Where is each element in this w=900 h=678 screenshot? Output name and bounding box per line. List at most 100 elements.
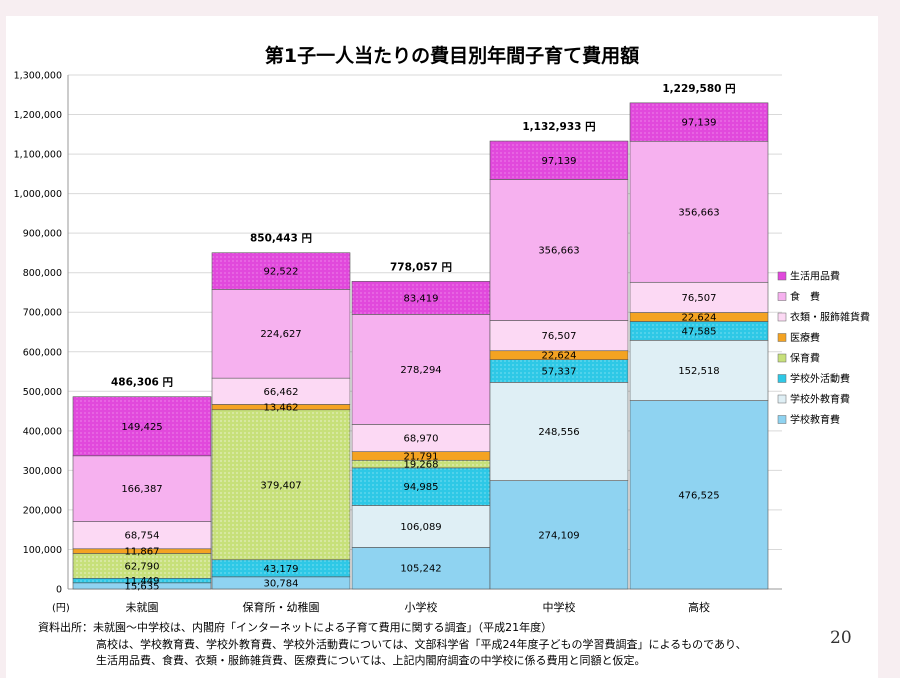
data-label: 166,387 xyxy=(121,484,162,495)
data-label: 21,791 xyxy=(404,451,439,462)
bar-segment xyxy=(489,140,629,180)
y-tick-label: 200,000 xyxy=(23,505,62,516)
total-label: 1,132,933 円 xyxy=(522,121,595,133)
source-note-line-2: 高校は、学校教育費、学校外教育費、学校外活動費については、文部科学省「平成24年… xyxy=(96,638,747,651)
data-label: 224,627 xyxy=(260,329,301,340)
legend-label: 学校外教育費 xyxy=(790,393,850,406)
legend-swatch xyxy=(777,415,787,424)
bar-segment xyxy=(351,505,491,548)
bar-segment xyxy=(489,179,629,321)
y-tick-label: 300,000 xyxy=(23,466,62,477)
data-label: 66,462 xyxy=(264,387,299,398)
legend-swatch xyxy=(777,374,787,383)
bar-segment xyxy=(351,547,491,590)
bar-segment xyxy=(211,289,351,379)
stacked-bar-chart: 第1子一人当たりの費目別年間子育て費用額 0 100,000 200,000 300,… xyxy=(14,44,870,614)
data-label: 15,635 xyxy=(125,581,160,592)
data-label: 76,507 xyxy=(542,331,577,342)
data-label: 92,522 xyxy=(264,267,299,278)
y-tick-label: 1,200,000 xyxy=(14,110,62,121)
legend-label: 衣類・服飾雑貨費 xyxy=(790,311,870,324)
legend-label: 保育費 xyxy=(790,352,820,365)
legend-label: 医療費 xyxy=(790,331,820,344)
legend-swatch xyxy=(777,292,787,301)
bar-segment xyxy=(629,140,769,283)
data-label: 22,624 xyxy=(682,312,717,323)
data-label: 68,970 xyxy=(404,434,439,445)
total-label: 850,443 円 xyxy=(250,233,312,245)
data-label: 274,109 xyxy=(538,530,579,541)
data-label: 47,585 xyxy=(682,326,717,337)
bar-segment xyxy=(489,320,629,352)
data-label: 476,525 xyxy=(678,490,719,501)
total-label: 778,057 円 xyxy=(390,261,452,273)
data-label: 83,419 xyxy=(404,293,439,304)
page-number: 20 xyxy=(830,628,852,648)
y-tick-label: 500,000 xyxy=(23,387,62,398)
data-label: 13,462 xyxy=(264,403,299,414)
category-label: 中学校 xyxy=(543,600,576,614)
data-label: 152,518 xyxy=(678,366,719,377)
data-label: 30,784 xyxy=(264,578,299,589)
data-label: 22,624 xyxy=(542,351,577,362)
data-label: 106,089 xyxy=(400,522,441,533)
data-label: 379,407 xyxy=(260,480,301,491)
category-label: 小学校 xyxy=(405,600,438,614)
legend-label: 生活用品費 xyxy=(790,270,840,283)
bar-segment xyxy=(489,382,629,481)
legend-swatch xyxy=(777,394,787,404)
data-label: 57,337 xyxy=(542,367,577,378)
data-label: 68,754 xyxy=(125,531,160,542)
data-label: 19,268 xyxy=(404,460,439,471)
bar-segment xyxy=(351,281,491,315)
y-tick-label: 800,000 xyxy=(23,268,62,279)
legend-swatch xyxy=(777,312,787,322)
bar-segment xyxy=(351,424,491,452)
data-label: 11,867 xyxy=(125,547,160,558)
legend-swatch xyxy=(777,333,787,342)
y-tick-label: 0 xyxy=(56,585,62,596)
data-label: 11,449 xyxy=(125,576,160,587)
y-tick-label: 900,000 xyxy=(23,229,62,240)
category-label: 高校 xyxy=(688,600,710,614)
data-label: 105,242 xyxy=(400,564,441,575)
y-tick-label: 100,000 xyxy=(23,545,62,556)
category-label: 未就園 xyxy=(126,600,159,614)
data-label: 43,179 xyxy=(264,564,299,575)
bar-segment xyxy=(489,480,629,590)
bar-segment xyxy=(211,252,351,290)
y-tick-label: 1,000,000 xyxy=(14,189,62,200)
bar-segment xyxy=(629,102,769,142)
source-note-line-1: 資料出所：未就園～中学校は、内閣府「インターネットによる子育て費用に関する調査」… xyxy=(38,621,553,634)
bar-segment xyxy=(629,400,769,590)
data-label: 278,294 xyxy=(400,365,441,376)
y-tick-label: 700,000 xyxy=(23,308,62,319)
data-label: 94,985 xyxy=(404,482,439,493)
data-label: 97,139 xyxy=(542,156,577,167)
legend-swatch xyxy=(777,271,787,281)
legend-label: 学校教育費 xyxy=(790,413,840,426)
bar-segment xyxy=(72,396,212,457)
data-label: 62,790 xyxy=(125,561,160,572)
bar-segment xyxy=(629,281,769,313)
bar-segment xyxy=(211,409,351,561)
bars xyxy=(72,102,769,590)
legend-swatch xyxy=(777,353,787,363)
category-label: 保育所・幼稚園 xyxy=(243,600,320,614)
y-tick-label: 600,000 xyxy=(23,347,62,358)
legend-label: 食 費 xyxy=(790,290,820,303)
total-label: 1,229,580 円 xyxy=(662,83,735,95)
legend-label: 学校外活動費 xyxy=(790,372,850,385)
total-label: 486,306 円 xyxy=(111,377,173,389)
chart-title: 第1子一人当たりの費目別年間子育て費用額 xyxy=(265,44,639,67)
source-note-line-3: 生活用品費、食費、衣類・服飾雑貨費、医療費については、上記内閣府調査の中学校に係… xyxy=(96,654,646,667)
data-label: 248,556 xyxy=(538,427,579,438)
data-label: 149,425 xyxy=(121,422,162,433)
data-label: 356,663 xyxy=(678,207,719,218)
bar-segment xyxy=(72,455,212,522)
y-tick-label: 1,100,000 xyxy=(14,150,62,161)
data-label: 356,663 xyxy=(538,245,579,256)
